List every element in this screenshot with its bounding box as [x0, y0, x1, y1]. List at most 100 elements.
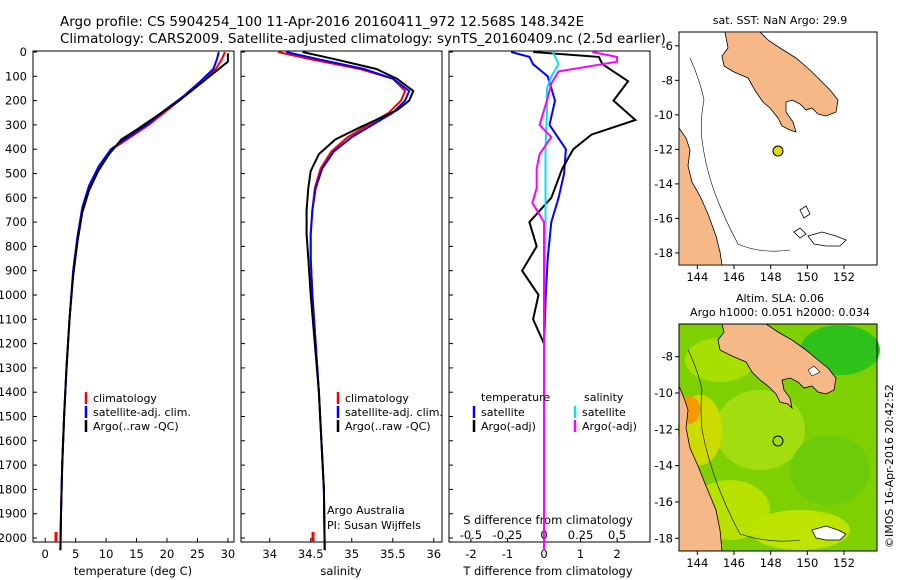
x-tick-label: 2	[613, 547, 620, 561]
legend-label: satellite-adj. clim.	[345, 406, 443, 419]
legend-label: climatology	[345, 392, 409, 405]
x-tick-label: 35.5	[380, 547, 406, 561]
x-tick-label: 1	[577, 547, 584, 561]
x-tick-label: 36	[426, 547, 441, 561]
x-tick-label: 15	[129, 547, 144, 561]
depth-tick-label: 1800	[0, 482, 27, 496]
depth-tick-label: 1500	[0, 410, 27, 424]
depth-tick-label: 1600	[0, 434, 27, 448]
depth-tick-label: 1900	[0, 507, 27, 521]
map-x-tick-label: 150	[796, 556, 818, 570]
s-tick-label: 0.5	[608, 528, 626, 542]
map-top-island	[807, 231, 847, 247]
map-bottom-island	[811, 525, 847, 541]
map-y-tick-label: -18	[654, 531, 673, 545]
depth-tick-label: 1100	[0, 312, 27, 326]
map-top	[678, 31, 878, 266]
legend-label: Argo(-adj)	[582, 420, 637, 433]
x-tick-label: 35	[344, 547, 359, 561]
legend-label: satellite-adj. clim.	[93, 406, 191, 419]
map-y-tick-label: -14	[654, 177, 673, 191]
map-top-depth-contour	[689, 57, 791, 252]
map-x-tick-label: 152	[833, 270, 855, 284]
map-x-tick-label: 146	[723, 270, 745, 284]
map-top-argo-location	[772, 145, 784, 157]
x-tick-label: 5	[72, 547, 79, 561]
map-x-tick-label: 144	[686, 270, 708, 284]
difference-legend: temperature salinity satellite Argo(-adj…	[472, 391, 637, 433]
map-bottom-land-png	[679, 323, 837, 410]
map-bottom-title1: Altim. SLA: 0.06	[736, 292, 824, 305]
depth-tick-label: 1700	[0, 458, 27, 472]
map-y-tick-label: -12	[654, 142, 673, 156]
s-tick-label: -0.5	[460, 528, 482, 542]
depth-tick-label: 1300	[0, 361, 27, 375]
map-y-tick-label: -10	[654, 386, 673, 400]
depth-tick-label: 1200	[0, 337, 27, 351]
map-y-tick-label: -14	[654, 459, 673, 473]
s-tick-label: 0.25	[568, 528, 594, 542]
map-x-tick-label: 148	[760, 270, 782, 284]
temperature-legend: climatology satellite-adj. clim. Argo(..…	[84, 392, 191, 433]
map-bottom-depth-contour	[687, 349, 801, 542]
series-line-t-satellite	[510, 51, 567, 551]
map-top-title: sat. SST: NaN Argo: 29.9	[713, 14, 847, 27]
legend-label: Argo(..raw -QC)	[345, 420, 431, 433]
map-y-tick-label: -16	[654, 211, 673, 225]
map-bottom-island	[807, 365, 821, 377]
legend-label: satellite	[582, 406, 626, 419]
x-tick-label: 10	[99, 547, 114, 561]
depth-tick-label: 500	[5, 167, 27, 181]
depth-tick-label: 800	[5, 239, 27, 253]
x-tick-label: 0	[540, 547, 547, 561]
map-bottom	[678, 323, 880, 552]
map-x-tick-label: 144	[686, 556, 708, 570]
depth-tick-label: 2000	[0, 531, 27, 545]
map-y-tick-label: -12	[654, 422, 673, 436]
map-y-tick-label: -6	[662, 39, 673, 53]
map-bottom-frame	[678, 323, 878, 552]
legend-label: Argo(..raw -QC)	[93, 420, 179, 433]
difference-panel-frame	[448, 50, 651, 543]
series-line-t-argo-adj	[520, 51, 638, 551]
x-tick-label: 34	[262, 547, 277, 561]
map-x-tick-label: 148	[760, 556, 782, 570]
map-bottom-sla-blob	[790, 435, 870, 505]
depth-tick-label: 1000	[0, 288, 27, 302]
legend-label: climatology	[93, 392, 157, 405]
depth-tick-label: 700	[5, 215, 27, 229]
x-tick-label: 30	[221, 547, 236, 561]
depth-tick-label: 0	[20, 45, 27, 59]
depth-tick-label: 100	[5, 69, 27, 83]
temperature-panel-frame	[32, 50, 235, 543]
depth-tick-label: 300	[5, 118, 27, 132]
map-y-tick-label: -16	[654, 495, 673, 509]
map-top-land-australia	[678, 126, 723, 266]
header-line2: Climatology: CARS2009. Satellite-adjuste…	[60, 31, 666, 47]
depth-tick-label: 600	[5, 191, 27, 205]
legend-label: satellite	[481, 406, 525, 419]
credit-line1: Argo Australia	[327, 504, 405, 517]
temperature-xlabel: temperature (deg C)	[74, 564, 192, 578]
map-y-tick-label: -10	[654, 108, 673, 122]
map-top-island	[793, 227, 807, 239]
map-bottom-argo-location	[772, 435, 784, 447]
legend-title-temperature: temperature	[481, 391, 550, 404]
series-line-climatology	[277, 51, 407, 551]
map-x-tick-label: 152	[833, 556, 855, 570]
map-y-tick-label: -18	[654, 246, 673, 260]
depth-tick-label: 1400	[0, 385, 27, 399]
salinity-panel-frame	[240, 50, 443, 543]
series-line-satellite-adj-clim	[285, 51, 411, 551]
salinity-xlabel: salinity	[320, 564, 361, 578]
s-tick-label: -0.25	[493, 528, 523, 542]
depth-tick-label: 900	[5, 264, 27, 278]
difference-top-label: S difference from climatology	[463, 513, 633, 527]
watermark: ©IMOS 16-Apr-2016 20:42:52	[883, 384, 896, 548]
salinity-legend: climatology satellite-adj. clim. Argo(..…	[336, 392, 443, 433]
salinity-x-axis: 34 34.5 35 35.5 36	[262, 538, 441, 561]
depth-tick-label: 400	[5, 142, 27, 156]
legend-title-salinity: salinity	[584, 391, 624, 404]
map-bottom-title2: Argo h1000: 0.051 h2000: 0.034	[690, 306, 870, 319]
